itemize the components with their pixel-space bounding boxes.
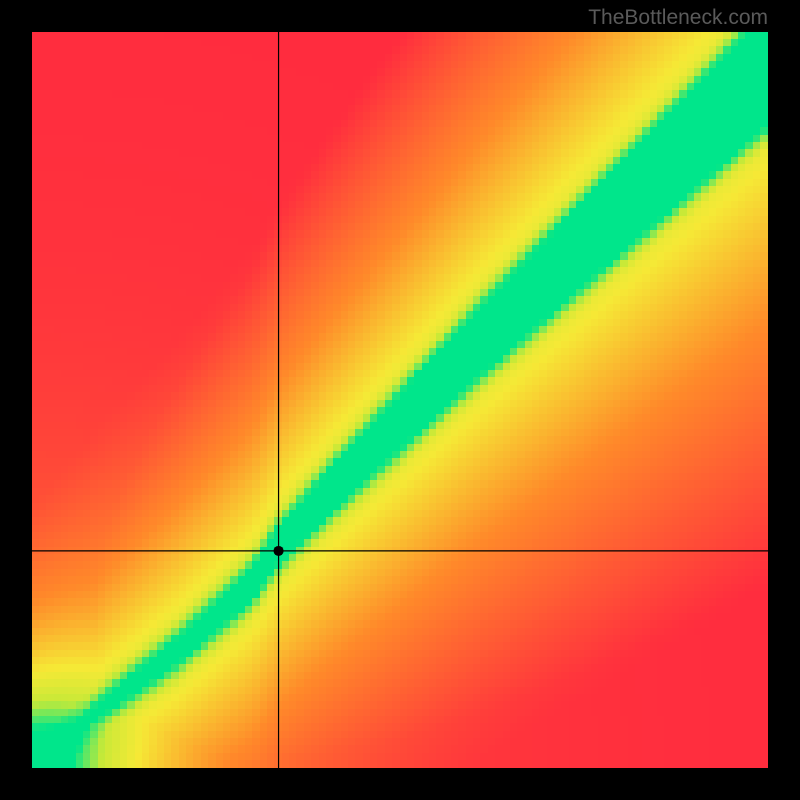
attribution-text: TheBottleneck.com bbox=[588, 6, 768, 30]
outer-frame: TheBottleneck.com bbox=[0, 0, 800, 800]
heatmap-plot bbox=[32, 32, 768, 768]
heatmap-canvas bbox=[32, 32, 768, 768]
